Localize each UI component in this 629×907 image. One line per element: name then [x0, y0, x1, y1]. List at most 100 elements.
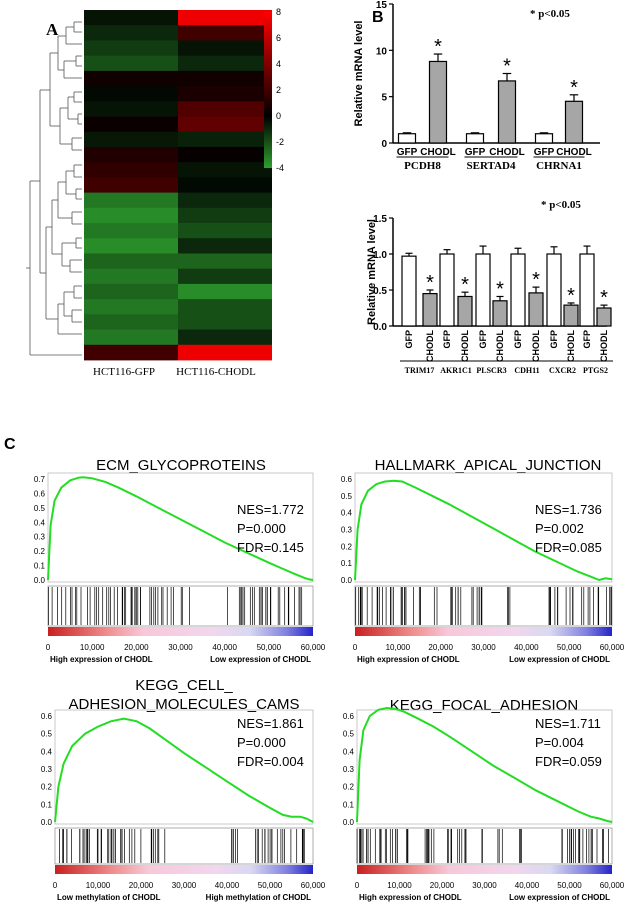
- y-tick-label: 0: [381, 139, 387, 150]
- rank-metric-bar: [357, 865, 612, 874]
- gene-label: CDH11: [514, 366, 539, 375]
- gsea-stat: NES=1.711: [535, 716, 601, 731]
- rank-label-left: High expression of CHODL: [357, 655, 460, 664]
- bar: [465, 133, 485, 144]
- colorbar-tick-label: 8: [276, 7, 281, 17]
- y-tick-label: 0.2: [41, 783, 53, 792]
- colorbar-tick-label: 0: [276, 111, 281, 121]
- bar: [546, 253, 562, 327]
- y-tick-label: 0.6: [341, 475, 353, 484]
- rank-label-right: High methylation of CHODL: [206, 893, 311, 902]
- significance-star: *: [503, 56, 511, 78]
- y-tick-label: 0.1: [343, 800, 355, 809]
- hit-rug-frame: [54, 827, 314, 865]
- x-tick-label: 30,000: [168, 643, 193, 652]
- y-tick-label: 0.5: [34, 504, 46, 513]
- gsea-stat: NES=1.772: [237, 502, 304, 517]
- x-tick-label: 10,000: [80, 643, 105, 652]
- heatmap-cell: [178, 146, 272, 163]
- x-tick-label: 0: [53, 881, 58, 890]
- rank-label-right: Low expression of CHODL: [509, 655, 610, 664]
- colorbar-tick-label: 2: [276, 85, 281, 95]
- panel-b: B * p<0.05 * p<0.05 0 5 10 15 Relative mRNA …: [353, 0, 613, 375]
- significance-star: *: [600, 287, 608, 309]
- y-tick-label: 0.0: [41, 818, 53, 827]
- panel-a: A 8 6 4 2 0 -2 -4 HCT116-GFP HCT116-CHODL: [26, 7, 284, 378]
- heatmap-cell: [178, 329, 272, 346]
- heatmap-cell: [84, 238, 178, 254]
- significance-star: *: [567, 285, 575, 307]
- enrichment-score-line: [354, 479, 613, 582]
- y-tick-label: 0.1: [41, 800, 53, 809]
- bar: [510, 253, 526, 327]
- x-tick-label: 20,000: [430, 881, 455, 890]
- heatmap-cell: [84, 299, 178, 315]
- x-tick-label: 0: [355, 881, 360, 890]
- heatmap-cell: [178, 25, 272, 41]
- rank-label-left: High expression of CHODL: [359, 893, 462, 902]
- group-label: GFP: [397, 147, 418, 158]
- gsea-stat: P=0.004: [535, 735, 584, 750]
- gsea-plot: ECM_GLYCOPROTEINS 0.0 0.1 0.2 0.3 0.4 0.5 0.6 0.…: [34, 457, 326, 664]
- heatmap-column-label: HCT116-GFP: [93, 366, 155, 378]
- heatmap-cell: [84, 192, 178, 209]
- y-tick-label: 0.3: [343, 765, 355, 774]
- y-tick-label: 0.0: [341, 576, 353, 585]
- y-tick-label: 0.4: [341, 509, 353, 518]
- panel-a-letter: A: [46, 20, 59, 39]
- rank-metric-bar: [48, 627, 313, 636]
- rank-label-left: Low methylation of CHODL: [57, 893, 161, 902]
- bar: [422, 293, 438, 327]
- gsea-title: ECM_GLYCOPROTEINS: [96, 457, 266, 474]
- heatmap-cell: [84, 10, 178, 26]
- x-tick-label: 40,000: [515, 881, 540, 890]
- bar: [564, 100, 584, 144]
- group-label: GFP: [534, 147, 555, 158]
- heatmap-cell: [84, 329, 178, 346]
- y-tick-label: 0.3: [41, 765, 53, 774]
- group-label: CHODL: [566, 330, 576, 362]
- significance-star: *: [461, 274, 469, 296]
- gene-label: PLSCR3: [476, 366, 506, 375]
- heatmap-cell: [84, 55, 178, 72]
- gsea-title-line: ADHESION_MOLECULES_CAMS: [69, 696, 300, 713]
- hit-rug: [48, 587, 303, 625]
- y-tick-label: 0.3: [341, 526, 353, 535]
- group-label: CHODL: [531, 330, 541, 362]
- heatmap-cell: [178, 299, 272, 315]
- heatmap-cell: [178, 131, 272, 148]
- bar: [401, 255, 417, 327]
- y-tick-label: 5: [381, 93, 387, 104]
- heatmap-cell: [178, 101, 272, 117]
- heatmap-cell: [84, 207, 178, 224]
- group-label: GFP: [582, 330, 592, 349]
- hit-rug: [356, 829, 609, 863]
- colorbar-bar: [264, 12, 272, 168]
- significance-star: *: [570, 77, 578, 99]
- rank-label-right: Low expression of CHODL: [210, 655, 311, 664]
- group-label: CHODL: [420, 147, 456, 158]
- bar: [596, 307, 612, 327]
- bar: [528, 292, 544, 327]
- heatmap-cell: [84, 70, 178, 87]
- gsea-stat: P=0.002: [535, 521, 584, 536]
- hit-rug: [59, 829, 305, 863]
- gsea-stat: FDR=0.004: [237, 754, 304, 769]
- enrichment-score-line: [54, 717, 314, 823]
- x-tick-label: 10,000: [386, 643, 411, 652]
- gene-label: PTGS2: [583, 366, 608, 375]
- y-tick-label: 0.2: [34, 547, 46, 556]
- gsea-stat: NES=1.861: [237, 716, 304, 731]
- enrichment-score-line: [47, 476, 314, 581]
- x-tick-label: 0: [46, 643, 51, 652]
- heatmap-cell: [178, 253, 272, 270]
- heatmap-cell: [84, 283, 178, 300]
- heatmap-cell: [84, 344, 178, 361]
- heatmap-cell: [178, 207, 272, 224]
- heatmap-cell: [178, 238, 272, 254]
- panel-b-letter: B: [372, 9, 384, 26]
- heatmap-cell: [84, 314, 178, 330]
- x-tick-label: 60,000: [600, 881, 625, 890]
